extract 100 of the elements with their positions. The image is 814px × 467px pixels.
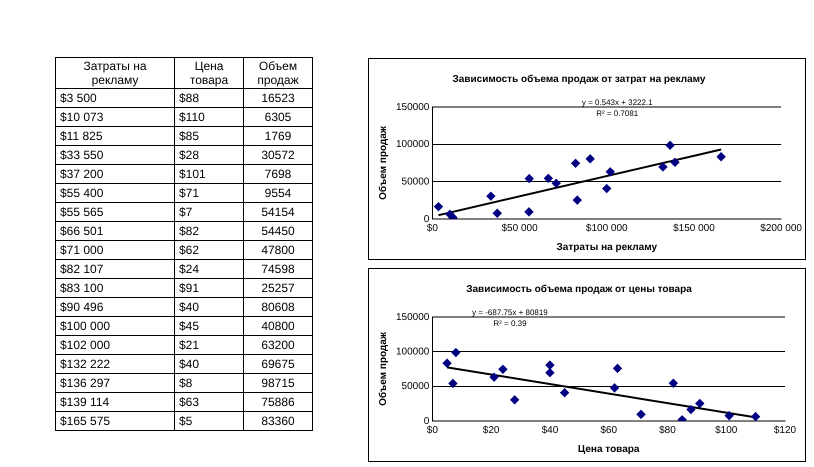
point	[545, 368, 554, 378]
point	[724, 411, 734, 420]
text: 63200	[261, 338, 295, 352]
text: $90 496	[60, 300, 104, 314]
text: 69675	[261, 357, 295, 371]
text: 75886	[261, 395, 295, 409]
point	[442, 358, 452, 368]
point	[492, 208, 502, 218]
text: 98715	[261, 376, 295, 390]
chart-title: Зависимость объема продаж от цены товара	[466, 284, 692, 295]
text: 80608	[261, 300, 295, 314]
text: $139 114	[60, 395, 110, 409]
text: $24	[179, 262, 200, 276]
point	[613, 364, 622, 373]
point	[602, 184, 612, 194]
text: 9554	[264, 186, 292, 200]
text: 1769	[264, 129, 292, 143]
x-tick-label: $120	[774, 424, 797, 436]
x-axis-title: Затраты на рекламу	[556, 242, 658, 253]
text: $71 000	[60, 243, 104, 257]
point	[686, 405, 696, 414]
chart-title: Зависимость объема продаж от затрат на рекламу	[452, 74, 706, 85]
point	[524, 207, 534, 216]
text: 25257	[261, 281, 295, 295]
text: $100 000	[60, 319, 110, 333]
text: $165 575	[60, 414, 110, 428]
point	[606, 167, 615, 176]
x-tick-label: $40	[542, 424, 559, 436]
point	[572, 196, 582, 205]
text: 83360	[261, 414, 295, 428]
y-tick-label: 150000	[396, 102, 430, 113]
point	[636, 410, 646, 419]
y-tick-label: 100000	[396, 346, 430, 358]
x-tick-label: $150 000	[673, 222, 716, 234]
point	[716, 152, 726, 162]
category-label: Цена товара	[174, 58, 244, 88]
text: $91	[179, 281, 200, 295]
text: $33 550	[60, 148, 104, 162]
text: $82	[179, 224, 200, 238]
point	[668, 378, 678, 388]
text: 74598	[261, 262, 295, 276]
y-tick-label: 50000	[402, 381, 430, 392]
y-tick-label: 50000	[402, 176, 430, 188]
text: 7698	[264, 167, 292, 181]
text: 47800	[261, 243, 295, 257]
point	[610, 383, 620, 392]
x-tick-label: $100	[715, 424, 738, 436]
x-tick-label: $200 000	[760, 222, 802, 234]
y-tick-label: 0	[424, 214, 430, 225]
text: $11 825	[60, 129, 102, 143]
point	[448, 378, 458, 388]
text: $101	[179, 167, 206, 181]
point	[451, 348, 460, 358]
text: $3 500	[60, 91, 97, 105]
text: $40	[179, 300, 200, 314]
text: $102 000	[60, 338, 110, 352]
point	[658, 162, 668, 172]
point	[544, 174, 553, 183]
text: $55 565	[60, 205, 104, 219]
text: $28	[179, 148, 200, 162]
text: $45	[179, 319, 200, 333]
y-tick-label: 150000	[396, 312, 430, 323]
text: $8	[179, 376, 192, 390]
text: $63	[179, 395, 200, 409]
text: $82 107	[60, 262, 104, 276]
annotation: y = -687.75x + 80819	[472, 308, 548, 317]
x-tick-label: $60	[600, 424, 618, 436]
point	[586, 154, 595, 164]
point	[545, 360, 554, 370]
text: $40	[179, 357, 200, 371]
text: 6305	[264, 110, 292, 124]
point	[571, 158, 580, 168]
text: $21	[179, 338, 200, 352]
text: 16523	[261, 91, 295, 105]
text: $55 400	[60, 186, 104, 200]
point	[751, 412, 760, 421]
point	[670, 158, 680, 167]
text: $83 100	[60, 281, 104, 295]
category-label: Затраты на рекламу	[56, 58, 174, 88]
text: $110	[179, 110, 205, 124]
text: $85	[179, 129, 200, 143]
annotation: R² = 0.7081	[596, 109, 639, 118]
x-tick-label: $0	[426, 222, 438, 234]
text: 54450	[261, 224, 295, 238]
x-tick-label: $100 000	[586, 222, 628, 234]
text: 54154	[261, 205, 295, 219]
text: $7	[179, 205, 192, 219]
y-tick-label: 100000	[396, 139, 430, 150]
text: 40800	[261, 319, 295, 333]
point	[434, 202, 443, 212]
point	[524, 174, 534, 184]
text: $66 501	[60, 224, 104, 238]
point	[510, 395, 520, 404]
category-label: Объем продаж	[244, 58, 312, 88]
x-axis-title: Цена товара	[578, 444, 640, 455]
point	[552, 178, 561, 188]
point	[498, 364, 508, 374]
text: $88	[179, 91, 200, 105]
y-axis-title: Объем продаж	[378, 125, 389, 200]
y-tick-label: 0	[424, 416, 430, 427]
